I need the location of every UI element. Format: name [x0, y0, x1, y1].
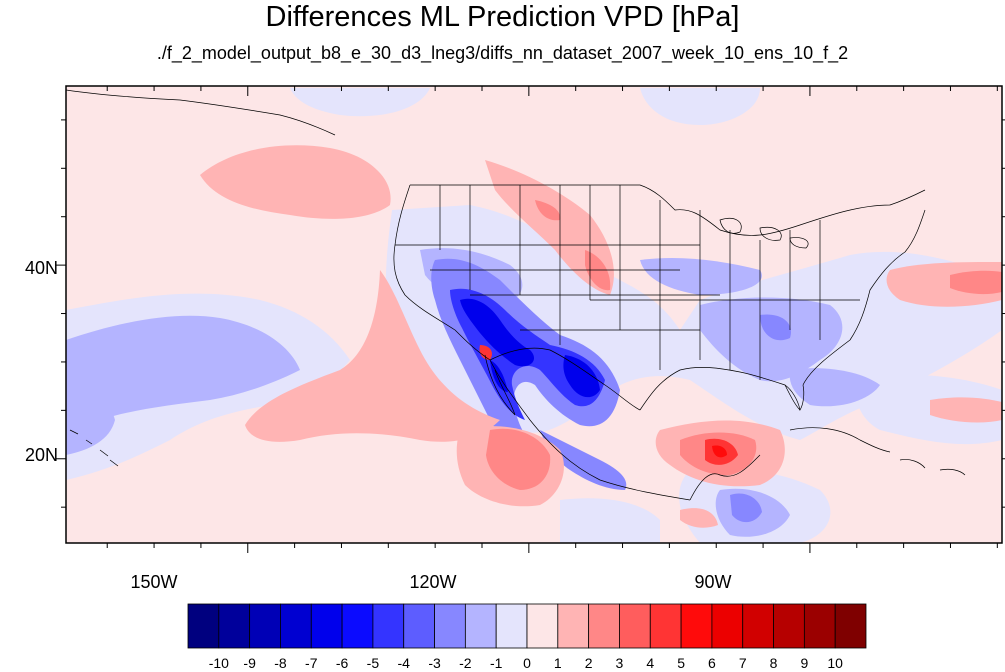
- caribbean-islands: [899, 459, 966, 476]
- northern-plains-red: [535, 200, 561, 221]
- atlantic-red-mid: [950, 270, 1002, 295]
- colorbar-label: 2: [585, 655, 593, 671]
- map-frame: [65, 85, 1003, 544]
- colorbar-swatch: [372, 603, 405, 649]
- atlantic-blue: [856, 374, 1002, 445]
- colorbar-label: 3: [616, 655, 624, 671]
- yucatan-coast: [689, 454, 761, 501]
- colorbar-swatch: [588, 603, 620, 649]
- colorbar-label: -3: [428, 655, 441, 671]
- hawaii-islands: [69, 429, 119, 467]
- pacific-red-mid: [486, 428, 551, 490]
- colorbar-label: -5: [367, 655, 380, 671]
- anomaly-extreme-red-regions: [712, 445, 727, 458]
- great-lakes: [719, 218, 809, 249]
- x-tick-120w: 120W: [409, 572, 456, 592]
- colorbar-label: -9: [243, 655, 256, 671]
- y-tick-40n: 40N: [25, 258, 58, 278]
- florida-peninsula: [784, 384, 805, 411]
- gulf-red-peak: [712, 445, 727, 458]
- southwest-blue-core: [460, 298, 535, 367]
- atlantic-red-2: [930, 397, 1002, 423]
- colorbar-swatch: [310, 603, 343, 649]
- colorbar: -10 -9 -8 -7 -6 -5 -4 -3 -2 -1 0 1 2 3 4 5 6 7 8 9 10: [187, 603, 867, 671]
- anomaly-field: [66, 88, 1002, 543]
- colorbar-label: -10: [209, 655, 229, 671]
- north-pacific-red: [200, 145, 391, 219]
- east-pacific-blue: [560, 498, 660, 543]
- colorbar-label: 9: [800, 655, 808, 671]
- anomaly-blue-regions: [66, 248, 880, 537]
- baja-california: [484, 354, 516, 416]
- central-america-deep-blue: [730, 493, 762, 523]
- hawaii-blue: [66, 393, 115, 455]
- x-tick-150w: 150W: [130, 572, 177, 592]
- colorbar-swatch: [834, 603, 867, 649]
- baja-red-spot: [479, 345, 492, 360]
- plains-red: [485, 160, 614, 295]
- y-tick-20n: 20N: [25, 445, 58, 465]
- caribbean-red: [680, 508, 718, 528]
- colorbar-label: 1: [554, 655, 562, 671]
- southeast-blue-patch: [760, 314, 791, 341]
- colorbar-swatch: [249, 603, 281, 649]
- gulf-east-blue: [789, 368, 880, 407]
- x-tick-90w: 90W: [694, 572, 731, 592]
- colorbar-label: -8: [274, 655, 287, 671]
- colorbar-label: 0: [523, 655, 531, 671]
- colorbar-swatch: [773, 603, 805, 649]
- pacific-red-band: [245, 270, 500, 442]
- colorbar-label: 5: [677, 655, 685, 671]
- colorbar-swatch: [742, 603, 774, 649]
- political-boundaries: [66, 89, 966, 501]
- cuba: [789, 427, 891, 453]
- colorbar-swatch: [495, 603, 528, 649]
- colorbar-label: 4: [646, 655, 654, 671]
- mexico-interior-blue-core: [563, 355, 600, 398]
- southeast-us-blue: [700, 297, 843, 382]
- colorbar-swatch: [341, 603, 374, 649]
- state-lines-horizontal: [395, 244, 860, 331]
- colorbar-swatch: [218, 603, 251, 649]
- us-east-coast: [802, 209, 926, 386]
- state-lines-east: [659, 200, 821, 380]
- north-us-blue: [640, 258, 762, 295]
- colorbar-swatch: [280, 603, 312, 649]
- colorbar-swatch: [434, 603, 466, 649]
- colorbar-label: -1: [490, 655, 503, 671]
- alaska-blue: [640, 88, 760, 125]
- colorbar-swatch: [619, 603, 651, 649]
- colorbar-label: 6: [708, 655, 716, 671]
- us-mexico-border: [489, 347, 641, 411]
- mexico-pacific-coast: [489, 359, 691, 501]
- colorbar-swatch: [649, 603, 682, 649]
- north-pacific-blue: [290, 88, 430, 117]
- colorbar-label: 8: [770, 655, 778, 671]
- colorbar-swatch: [403, 603, 435, 649]
- alaska-coast: [66, 89, 336, 136]
- state-lines-west: [439, 185, 621, 345]
- colorbar-label: 7: [739, 655, 747, 671]
- colorbar-swatch: [680, 603, 713, 649]
- colorbar-label: -2: [459, 655, 472, 671]
- colorbar-label: -6: [336, 655, 349, 671]
- pacific-blue-core: [66, 315, 300, 430]
- us-canada-border: [410, 184, 926, 236]
- mexico-west-coast-blue: [540, 430, 627, 490]
- map-title: Differences ML Prediction VPD [hPa]: [265, 1, 740, 33]
- colorbar-swatch: [187, 603, 220, 649]
- map-subtitle: ./f_2_model_output_b8_e_30_d3_lneg3/diff…: [156, 43, 849, 63]
- colorbar-swatch: [526, 603, 559, 649]
- colorbar-swatch: [464, 603, 497, 649]
- gulf-coast: [639, 367, 801, 411]
- colorbar-label: -7: [305, 655, 318, 671]
- colorbar-swatch: [557, 603, 590, 649]
- map-plot: [66, 86, 1002, 543]
- colorbar-label: -4: [398, 655, 411, 671]
- colorbar-swatch: [803, 603, 836, 649]
- us-west-coast: [393, 184, 491, 361]
- colorbar-label: 10: [827, 655, 843, 671]
- colorbar-swatch: [711, 603, 744, 649]
